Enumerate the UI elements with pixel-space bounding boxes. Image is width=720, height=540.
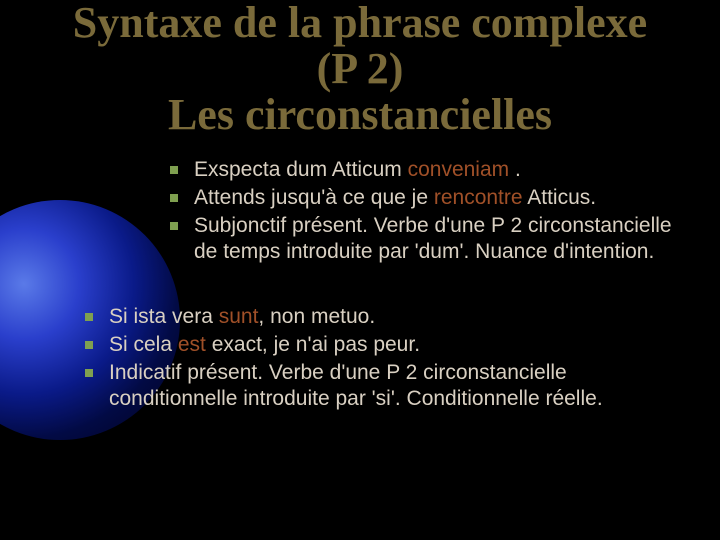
- bullet-icon: [85, 341, 93, 349]
- title-line-0: Syntaxe de la phrase complexe: [0, 0, 720, 46]
- list-item: Si cela est exact, je n'ai pas peur.: [85, 332, 680, 358]
- bullet-icon: [85, 369, 93, 377]
- slide-content: Syntaxe de la phrase complexe(P 2)Les ci…: [0, 0, 720, 540]
- text-segment: Si ista vera: [109, 305, 219, 328]
- text-segment: sunt: [219, 305, 259, 328]
- title-line-1: (P 2): [0, 46, 720, 92]
- list-item: Indicatif présent. Verbe d'une P 2 circo…: [85, 360, 680, 413]
- title-line-2: Les circonstancielles: [0, 92, 720, 138]
- bullet-group-0: Exspecta dum Atticum conveniam .Attends …: [0, 157, 720, 266]
- bullet-icon: [170, 194, 178, 202]
- text-segment: , non metuo.: [258, 305, 375, 328]
- text-segment: Attends jusqu'à ce que je: [194, 186, 434, 209]
- bullet-icon: [170, 166, 178, 174]
- list-item-text: Si ista vera sunt, non metuo.: [109, 304, 680, 330]
- text-segment: Atticus.: [523, 186, 597, 209]
- list-item-text: Indicatif présent. Verbe d'une P 2 circo…: [109, 360, 680, 413]
- list-item: Si ista vera sunt, non metuo.: [85, 304, 680, 330]
- title-block: Syntaxe de la phrase complexe(P 2)Les ci…: [0, 0, 720, 139]
- text-segment: Si cela: [109, 333, 178, 356]
- bullet-icon: [170, 222, 178, 230]
- text-segment: Exspecta dum Atticum: [194, 158, 408, 181]
- list-item: Attends jusqu'à ce que je rencontre Atti…: [170, 185, 680, 211]
- text-segment: Indicatif présent. Verbe d'une P 2 circo…: [109, 361, 603, 410]
- text-segment: Subjonctif présent. Verbe d'une P 2 circ…: [194, 214, 672, 263]
- list-item-text: Exspecta dum Atticum conveniam .: [194, 157, 680, 183]
- list-item: Exspecta dum Atticum conveniam .: [170, 157, 680, 183]
- text-segment: exact, je n'ai pas peur.: [206, 333, 420, 356]
- bullet-icon: [85, 313, 93, 321]
- text-segment: est: [178, 333, 206, 356]
- list-item-text: Si cela est exact, je n'ai pas peur.: [109, 332, 680, 358]
- bullet-group-1: Si ista vera sunt, non metuo.Si cela est…: [0, 304, 720, 413]
- list-item-text: Subjonctif présent. Verbe d'une P 2 circ…: [194, 213, 680, 266]
- text-segment: rencontre: [434, 186, 523, 209]
- text-segment: conveniam: [408, 158, 510, 181]
- list-item: Subjonctif présent. Verbe d'une P 2 circ…: [170, 213, 680, 266]
- text-segment: .: [509, 158, 521, 181]
- body-groups: Exspecta dum Atticum conveniam .Attends …: [0, 157, 720, 413]
- list-item-text: Attends jusqu'à ce que je rencontre Atti…: [194, 185, 680, 211]
